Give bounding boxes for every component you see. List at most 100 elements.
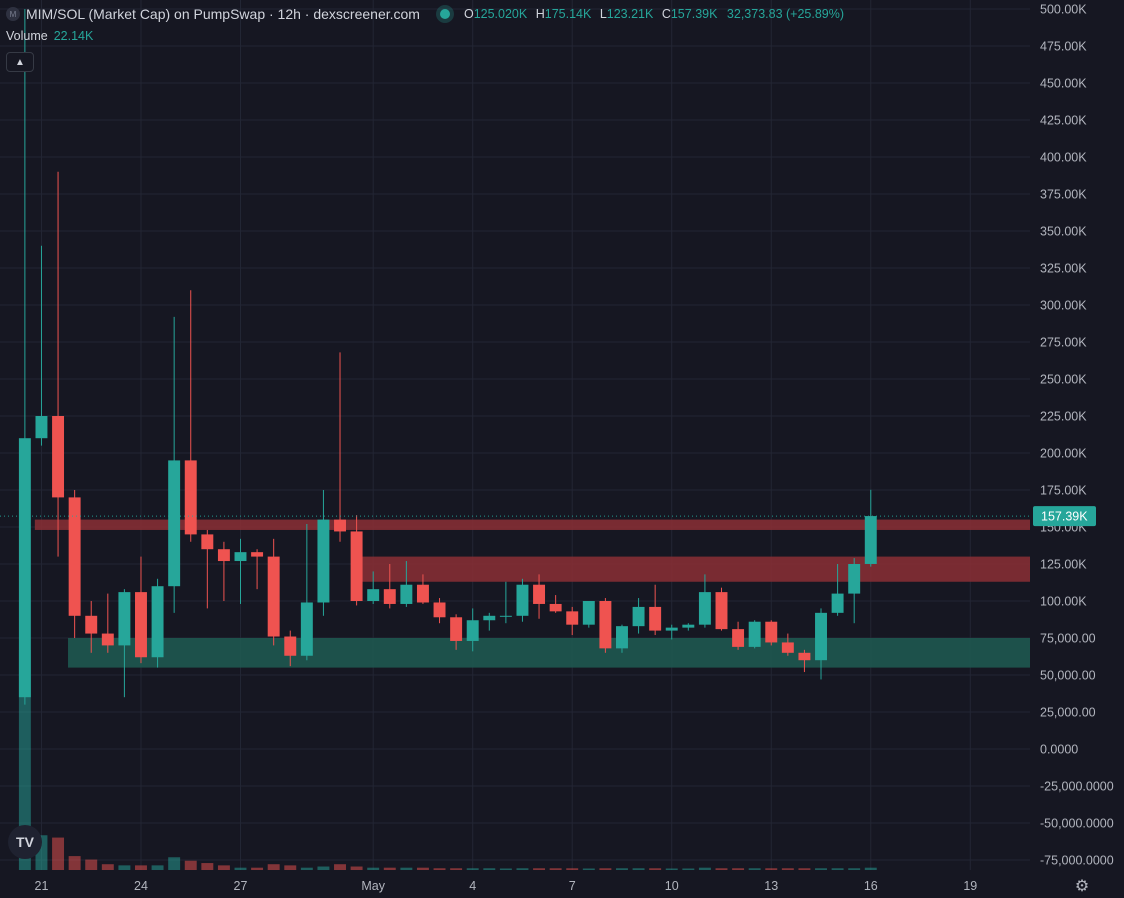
candle (251, 549, 264, 590)
price-axis[interactable]: 500.00K 475.00K 450.00K 425.00K 400.00K 375.0… (1033, 3, 1114, 868)
candle (433, 598, 446, 624)
candle-body (533, 584, 546, 604)
candle (416, 574, 429, 604)
candle (848, 558, 861, 624)
candle-body (516, 584, 529, 616)
zone-resistance-lower (356, 556, 1030, 582)
price-tick-label: 175.00K (1040, 484, 1087, 498)
candle (184, 290, 197, 542)
market-status-dot-icon (439, 9, 450, 19)
price-tick-label: 50,000.00 (1040, 669, 1096, 683)
candle-body (151, 586, 164, 658)
candle-body (632, 606, 645, 627)
volume-bar (135, 865, 147, 870)
candle (815, 608, 827, 680)
candle (300, 524, 313, 661)
candle (616, 624, 628, 653)
candle-body (135, 592, 147, 658)
price-tick-label: 0.0000 (1040, 743, 1078, 757)
price-tick-label: 350.00K (1040, 225, 1087, 239)
chart-title[interactable]: MIM/SOL (Market Cap) on PumpSwap · 12h ·… (26, 6, 420, 22)
price-tick-label: 325.00K (1040, 262, 1087, 276)
volume-bar (168, 857, 181, 870)
candle-body (748, 621, 761, 647)
volume-label: Volume (6, 29, 48, 43)
price-tick-label: 450.00K (1040, 77, 1087, 91)
current-price-tag (1033, 506, 1096, 527)
candle (781, 633, 794, 656)
candle (698, 574, 711, 628)
price-tick-label: 200.00K (1040, 447, 1087, 461)
volume-bar (765, 868, 778, 870)
open-value: 125.020K (473, 7, 528, 21)
volume-bar (815, 868, 827, 870)
volume-bar (781, 868, 794, 870)
high-label: H (535, 7, 545, 21)
gear-icon[interactable]: ⚙ (1074, 878, 1090, 895)
candle (450, 614, 463, 650)
candle-body (483, 615, 496, 621)
volume-bar (864, 867, 877, 870)
volume-bar (367, 867, 380, 870)
volume-bar (848, 868, 861, 870)
candle-body (715, 592, 728, 630)
candle (52, 171, 65, 557)
volume-bar (85, 859, 98, 870)
volume-value: 22.14K (53, 29, 94, 43)
low-value: 123.21K (606, 7, 654, 21)
volume-bar (533, 868, 546, 870)
volume-bar (18, 650, 31, 870)
candle-body (35, 416, 48, 439)
candle-body (798, 652, 811, 661)
candle-body (101, 633, 114, 646)
candle (151, 578, 164, 668)
price-tick-label: 100.00K (1040, 595, 1087, 609)
time-axis[interactable]: 21 24 27 May 4 7 10 13 16 19 (35, 879, 978, 893)
volume-bar (201, 863, 214, 870)
candle (168, 316, 181, 613)
volume-bar (698, 867, 711, 870)
candle (765, 620, 778, 646)
candle-body (184, 460, 197, 535)
candle (466, 608, 479, 652)
candle-body (765, 621, 778, 643)
candle (566, 606, 579, 636)
zone-support (68, 638, 1030, 668)
price-tick-label: 500.00K (1040, 3, 1087, 17)
volume-bar (350, 866, 363, 870)
candle-body (416, 584, 429, 603)
candle (217, 541, 230, 601)
candle-body (317, 519, 330, 603)
candle-body (566, 611, 579, 625)
price-tick-label: 375.00K (1040, 188, 1087, 202)
candle (284, 630, 297, 667)
candle-body (367, 589, 380, 601)
time-tick-label: 16 (864, 879, 878, 893)
candle (118, 589, 131, 698)
volume-bar (715, 868, 728, 870)
time-tick-label: 27 (234, 879, 248, 893)
candle-body (815, 612, 827, 661)
high-value: 175.14K (544, 7, 592, 21)
volume-bar (798, 868, 811, 870)
candle-body (300, 602, 313, 656)
volume-bar (317, 866, 330, 870)
candle (831, 564, 844, 616)
candle-body (267, 556, 280, 637)
candle (748, 620, 761, 649)
candle-body (549, 603, 562, 612)
volume-bar (632, 868, 645, 870)
candle-body (118, 592, 131, 646)
candle-body (848, 564, 861, 594)
candle (35, 245, 48, 446)
price-tick-label: 125.00K (1040, 558, 1087, 572)
tradingview-logo[interactable]: TV (8, 825, 42, 859)
volume-bar (732, 868, 745, 870)
volume-bar (400, 867, 413, 870)
candle (367, 571, 380, 604)
candle-body (18, 438, 31, 698)
grid-lines (0, 0, 1030, 870)
candle-body (499, 615, 512, 617)
collapse-legend-button[interactable]: ▲ (6, 52, 34, 72)
